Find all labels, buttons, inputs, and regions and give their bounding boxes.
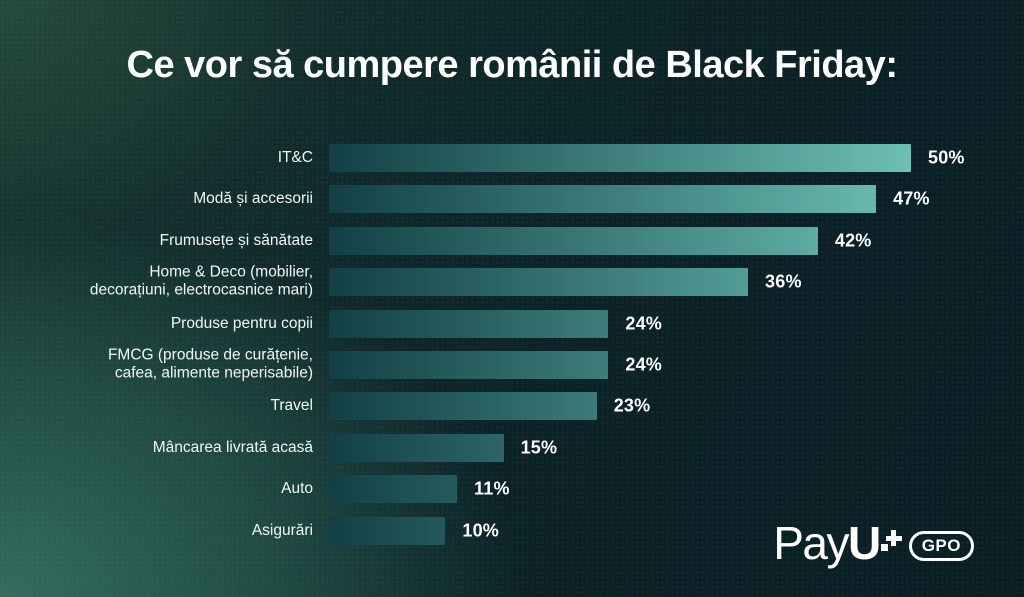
value-label: 24% [625,354,662,375]
category-label: FMCG (produse de curățenie, cafea, alime… [107,346,313,382]
payu-wordmark: PayU [773,520,881,566]
category-label: Modă și accesorii [193,190,313,208]
bar [329,226,818,255]
value-label: 42% [834,230,872,251]
bar [329,268,749,297]
payu-suffix: U [847,516,881,569]
chart-title: Ce vor să cumpere românii de Black Frida… [126,44,898,86]
category-label: IT&C [277,148,313,166]
bar [329,144,911,172]
chart-row: Asigurări 10% [0,516,1024,545]
value-label: 15% [520,437,558,458]
value-label: 50% [928,147,965,168]
value-label: 47% [893,188,930,209]
payu-prefix: Pay [773,516,849,569]
category-label: Travel [270,397,314,415]
chart-row: Auto 11% [0,475,1024,504]
category-label: Home & Deco (mobilier, decorațiuni, elec… [89,263,313,300]
gpo-badge: GPO [908,530,974,561]
bar [329,433,504,462]
bar [329,516,446,545]
bar [329,475,458,504]
value-label: 24% [625,313,662,334]
chart-row: Travel 23% [0,392,1024,421]
value-label: 23% [613,395,651,416]
value-label: 36% [765,271,802,292]
bar-chart: IT&C 50% Modă și accesorii 47% Frumusețe… [0,144,1024,574]
category-label: Auto [281,480,313,498]
chart-row: Home & Deco (mobilier, decorațiuni, elec… [0,264,1024,299]
chart-row: Modă și accesorii 47% [0,185,1024,214]
chart-row: IT&C 50% [0,144,1024,172]
category-label: Mâncarea livrată acasă [152,438,313,456]
category-label: Produse pentru copii [170,314,313,332]
category-label: Frumusețe și sănătate [159,231,313,249]
bar [329,309,609,338]
category-label: Asigurări [251,521,313,539]
chart-row: Frumusețe și sănătate 42% [0,226,1024,255]
plus-pixels-icon [880,530,905,564]
payu-gpo-logo: PayU GPO [773,520,974,566]
chart-row: Mâncarea livrată acasă 15% [0,433,1024,462]
bar [329,351,609,379]
value-label: 11% [474,478,510,499]
bar [329,392,597,421]
bar [329,185,877,214]
chart-row: Produse pentru copii 24% [0,309,1024,338]
chart-row: FMCG (produse de curățenie, cafea, alime… [0,347,1024,382]
value-label: 10% [462,520,500,541]
